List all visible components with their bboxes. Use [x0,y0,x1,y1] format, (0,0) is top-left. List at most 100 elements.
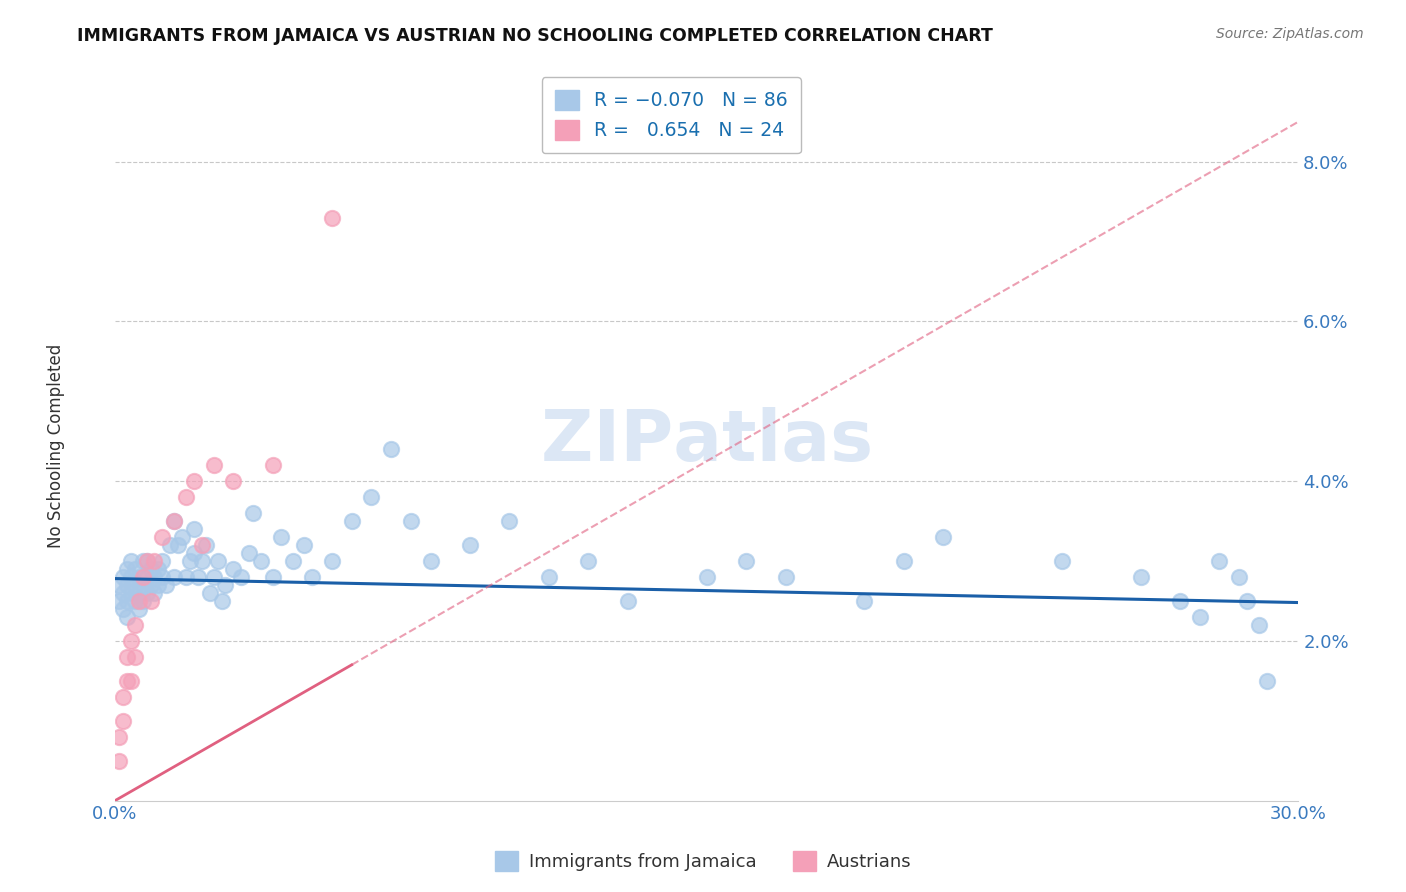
Point [115,649,138,664]
Point [198,586,221,600]
Point [108,730,131,744]
Point [128,586,150,600]
Point [159,538,181,552]
Point [120,570,142,584]
Point [148,562,170,576]
Point [576,554,599,568]
Point [183,546,205,560]
Point [143,554,166,568]
Point [202,458,225,472]
Point [111,602,134,616]
Point [131,570,153,584]
Point [111,690,134,704]
Point [270,530,292,544]
Point [932,530,955,544]
Point [135,586,157,600]
Point [124,618,146,632]
Point [194,538,217,552]
Point [115,578,138,592]
Point [120,673,142,688]
Point [174,570,197,584]
Point [183,474,205,488]
Point [202,570,225,584]
Point [120,633,142,648]
Point [167,538,190,552]
Point [399,514,422,528]
Point [360,490,382,504]
Point [108,754,131,768]
Point [183,522,205,536]
Point [696,570,718,584]
Point [150,570,173,584]
Point [179,554,201,568]
Point [115,673,138,688]
Point [108,594,131,608]
Legend: Immigrants from Jamaica, Austrians: Immigrants from Jamaica, Austrians [488,844,918,879]
Point [893,554,915,568]
Point [128,570,150,584]
Text: No Schooling Completed: No Schooling Completed [48,344,65,548]
Point [231,570,253,584]
Point [222,562,245,576]
Point [111,714,134,728]
Point [281,554,304,568]
Point [135,570,157,584]
Point [191,538,214,552]
Point [124,562,146,576]
Point [214,578,236,592]
Point [131,594,153,608]
Point [1247,618,1270,632]
Point [163,514,186,528]
Point [1256,673,1278,688]
Point [139,578,162,592]
Point [853,594,876,608]
Point [120,554,142,568]
Point [115,562,138,576]
Point [143,586,166,600]
Point [111,586,134,600]
Point [301,570,323,584]
Legend: R = −0.070   N = 86, R =   0.654   N = 24: R = −0.070 N = 86, R = 0.654 N = 24 [541,77,801,153]
Point [170,530,193,544]
Point [222,474,245,488]
Point [150,530,173,544]
Point [1050,554,1073,568]
Point [128,594,150,608]
Point [115,594,138,608]
Point [135,554,157,568]
Point [292,538,315,552]
Point [128,602,150,616]
Point [735,554,758,568]
Point [262,570,284,584]
Point [120,586,142,600]
Point [191,554,214,568]
Point [111,570,134,584]
Point [1208,554,1230,568]
Text: Source: ZipAtlas.com: Source: ZipAtlas.com [1216,27,1364,41]
Point [1188,610,1211,624]
Text: IMMIGRANTS FROM JAMAICA VS AUSTRIAN NO SCHOOLING COMPLETED CORRELATION CHART: IMMIGRANTS FROM JAMAICA VS AUSTRIAN NO S… [77,27,993,45]
Point [321,211,343,225]
Point [124,594,146,608]
Point [340,514,363,528]
Point [380,442,402,457]
Point [1227,570,1250,584]
Point [498,514,520,528]
Point [187,570,209,584]
Point [262,458,284,472]
Point [174,490,197,504]
Point [1168,594,1191,608]
Point [1129,570,1152,584]
Point [250,554,273,568]
Point [207,554,229,568]
Point [108,578,131,592]
Point [124,649,146,664]
Point [458,538,481,552]
Point [131,554,153,568]
Point [211,594,233,608]
Point [242,506,264,520]
Point [419,554,441,568]
Point [238,546,260,560]
Point [124,578,146,592]
Point [150,554,173,568]
